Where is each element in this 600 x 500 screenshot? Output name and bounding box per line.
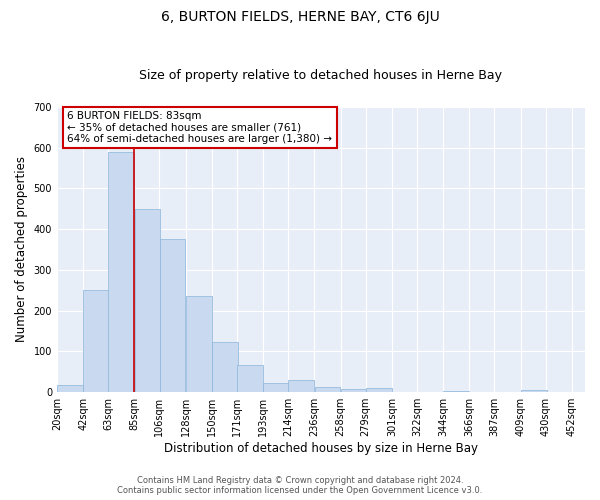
Bar: [263, 383, 289, 392]
Y-axis label: Number of detached properties: Number of detached properties: [15, 156, 28, 342]
Bar: [237, 365, 263, 392]
Bar: [289, 380, 314, 392]
Bar: [160, 240, 185, 392]
Bar: [341, 389, 367, 392]
Bar: [57, 385, 83, 392]
Bar: [83, 290, 109, 392]
Text: Contains HM Land Registry data © Crown copyright and database right 2024.
Contai: Contains HM Land Registry data © Crown c…: [118, 476, 482, 495]
Bar: [314, 388, 340, 392]
Bar: [134, 208, 160, 392]
X-axis label: Distribution of detached houses by size in Herne Bay: Distribution of detached houses by size …: [164, 442, 478, 455]
Text: 6 BURTON FIELDS: 83sqm
← 35% of detached houses are smaller (761)
64% of semi-de: 6 BURTON FIELDS: 83sqm ← 35% of detached…: [67, 111, 332, 144]
Text: 6, BURTON FIELDS, HERNE BAY, CT6 6JU: 6, BURTON FIELDS, HERNE BAY, CT6 6JU: [161, 10, 439, 24]
Bar: [366, 388, 392, 392]
Bar: [109, 152, 134, 392]
Title: Size of property relative to detached houses in Herne Bay: Size of property relative to detached ho…: [139, 69, 502, 82]
Bar: [443, 391, 469, 392]
Bar: [186, 296, 212, 392]
Bar: [521, 390, 547, 392]
Bar: [212, 342, 238, 392]
